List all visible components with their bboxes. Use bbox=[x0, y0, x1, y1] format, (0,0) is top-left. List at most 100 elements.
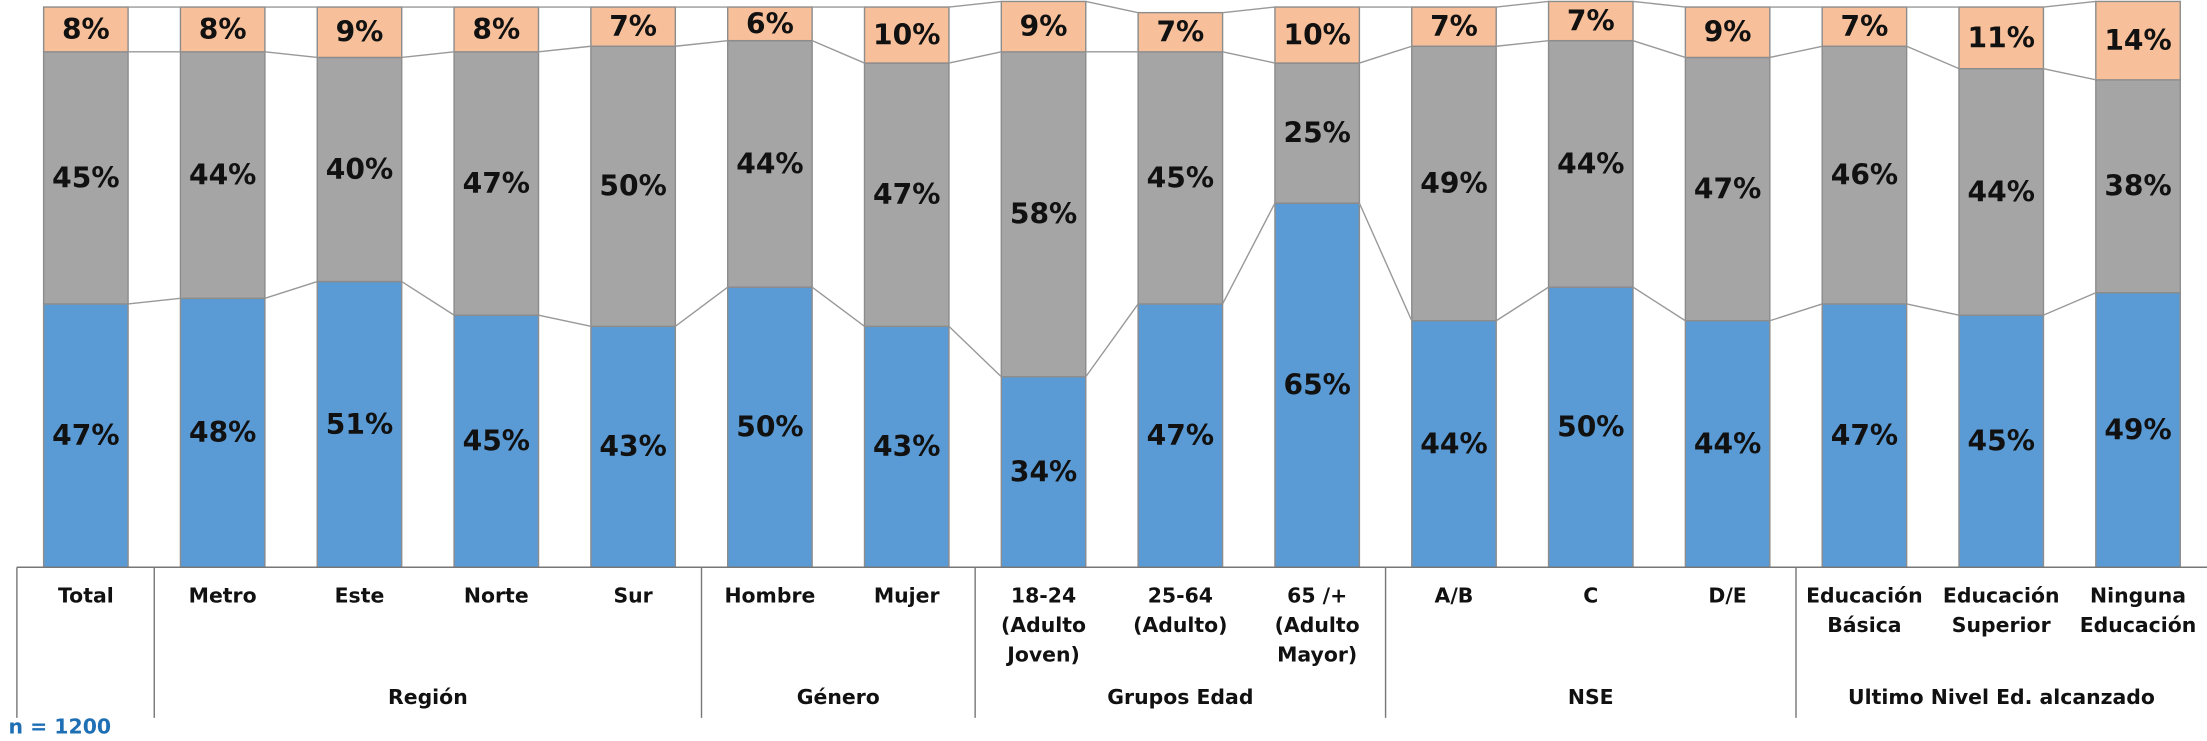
bar-segment bbox=[1274, 202, 1361, 568]
data-label: 9% bbox=[1704, 16, 1752, 49]
bar-segment bbox=[1411, 45, 1497, 322]
data-label: 65% bbox=[1283, 369, 1350, 402]
connector-line bbox=[948, 0, 1002, 8]
bar-segment bbox=[726, 39, 813, 288]
bar-segment bbox=[1821, 45, 1908, 305]
connector-line bbox=[1222, 51, 1276, 64]
connector-line bbox=[948, 51, 1002, 64]
connector-line bbox=[1906, 45, 1960, 70]
bar-segment bbox=[316, 280, 403, 568]
connector-line bbox=[401, 280, 455, 316]
bar-segment bbox=[1958, 6, 2045, 70]
connector-line bbox=[538, 314, 592, 328]
data-label: 7% bbox=[609, 10, 657, 43]
group-label: Grupos Edad bbox=[1107, 686, 1254, 710]
data-label: 14% bbox=[2104, 24, 2171, 57]
data-label: 7% bbox=[1567, 4, 1615, 37]
connector-line bbox=[1359, 45, 1412, 64]
data-label: 45% bbox=[52, 161, 119, 194]
category-label: 25-64 (Adulto) bbox=[1133, 585, 1228, 638]
connector-line bbox=[1358, 202, 1413, 322]
data-label: 50% bbox=[1557, 411, 1624, 444]
connector-line bbox=[1496, 0, 1549, 8]
data-label: 47% bbox=[1147, 419, 1214, 452]
bar-segment bbox=[2095, 0, 2181, 81]
group-label: Región bbox=[388, 686, 468, 710]
data-label: 7% bbox=[1430, 10, 1478, 43]
bar-segment bbox=[863, 62, 950, 328]
category-label: Educación Superior bbox=[1942, 585, 2060, 638]
category-label: C bbox=[1583, 585, 1599, 609]
data-label: 10% bbox=[1283, 18, 1350, 51]
connector-line bbox=[811, 286, 865, 327]
bar-segment bbox=[1411, 6, 1497, 47]
bar-segment bbox=[863, 6, 950, 64]
category-label: Ninguna Educación bbox=[2079, 585, 2197, 638]
connector-line bbox=[2043, 67, 2096, 81]
connector-line bbox=[1222, 6, 1276, 14]
group-label: Género bbox=[796, 686, 880, 710]
connector-line bbox=[1085, 303, 1139, 378]
data-label: 34% bbox=[1010, 455, 1077, 488]
bar-segment bbox=[590, 6, 677, 47]
bar-segment bbox=[179, 6, 266, 53]
data-label: 44% bbox=[1557, 147, 1624, 180]
bar-segment bbox=[1684, 56, 1771, 322]
bar-segment bbox=[1684, 6, 1771, 59]
bar-segment bbox=[316, 6, 403, 59]
category-label: Metro bbox=[188, 585, 257, 609]
bar-segment bbox=[1000, 0, 1087, 53]
connector-line bbox=[128, 297, 181, 305]
bar-segment bbox=[1684, 320, 1771, 568]
data-label: 9% bbox=[336, 16, 384, 49]
connector-line bbox=[2043, 292, 2097, 316]
bar-segment bbox=[453, 6, 540, 53]
category-label: Sur bbox=[613, 585, 653, 609]
bar-segment bbox=[42, 6, 129, 53]
data-label: 45% bbox=[463, 425, 530, 458]
connector-line bbox=[1769, 45, 1823, 59]
bar-segment bbox=[1958, 67, 2045, 316]
data-label: 47% bbox=[1831, 419, 1898, 452]
connector-line bbox=[1495, 286, 1549, 322]
data-label: 7% bbox=[1841, 10, 1889, 43]
category-label: 65 /+ (Adulto Mayor) bbox=[1274, 585, 1360, 668]
bar-segment bbox=[590, 45, 677, 328]
data-label: 44% bbox=[1694, 427, 1761, 460]
data-label: 8% bbox=[62, 13, 110, 46]
connector-line bbox=[264, 280, 318, 300]
data-label: 44% bbox=[736, 147, 803, 180]
category-label: 18-24 (Adulto Joven) bbox=[1000, 585, 1087, 668]
data-label: 51% bbox=[326, 408, 393, 441]
data-label: 47% bbox=[873, 178, 940, 211]
data-label: 44% bbox=[189, 159, 256, 192]
data-label: 47% bbox=[463, 167, 530, 200]
bar-segment bbox=[1821, 6, 1908, 47]
group-label: NSE bbox=[1567, 686, 1614, 710]
bar-segment bbox=[2095, 292, 2181, 568]
connector-line bbox=[1085, 0, 1139, 14]
data-label: 50% bbox=[599, 170, 666, 203]
bar-segment bbox=[1821, 303, 1908, 568]
connector-line bbox=[948, 325, 1002, 378]
category-label: Mujer bbox=[873, 585, 940, 609]
category-label: Norte bbox=[463, 585, 529, 609]
data-label: 49% bbox=[2104, 413, 2171, 446]
data-label: 43% bbox=[873, 430, 940, 463]
category-label: Este bbox=[334, 585, 385, 609]
data-label: 8% bbox=[199, 13, 247, 46]
bar-segment bbox=[1274, 6, 1361, 64]
bar-segment bbox=[1000, 51, 1087, 378]
data-label: 6% bbox=[746, 7, 794, 40]
data-label: 44% bbox=[1420, 427, 1487, 460]
data-label: 25% bbox=[1283, 116, 1350, 149]
category-label: A/B bbox=[1434, 585, 1474, 609]
connector-line bbox=[1496, 39, 1549, 47]
connector-line bbox=[1632, 39, 1686, 59]
connector-line bbox=[264, 51, 318, 59]
bar-segment bbox=[1137, 51, 1224, 305]
data-label: 45% bbox=[1968, 425, 2035, 458]
data-label: 50% bbox=[736, 411, 803, 444]
category-label: Educación Básica bbox=[1806, 585, 1923, 638]
